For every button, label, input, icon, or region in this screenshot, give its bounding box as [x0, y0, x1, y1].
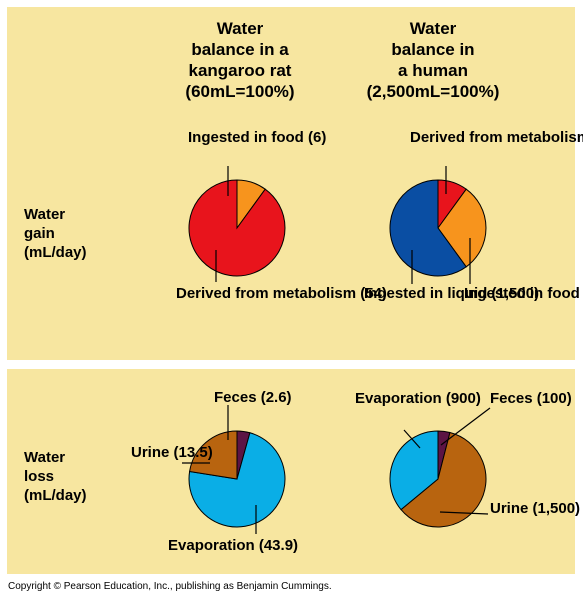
- label-rat-evaporation: Evaporation (43.9): [168, 537, 299, 554]
- human-loss-leader-line-1: [439, 511, 489, 515]
- label-human-food: Ingested in food (750): [464, 285, 580, 302]
- label-rat-food: Ingested in food (6): [188, 129, 327, 146]
- label-rat-urine: Urine (13.5): [131, 444, 213, 461]
- rat-loss-slice-1: [188, 432, 286, 528]
- human-loss-leader-line-0: [440, 407, 491, 446]
- water-gain-panel: [7, 7, 575, 360]
- row-label-water-gain: Water gain (mL/day): [24, 206, 87, 261]
- human-gain-slice-1: [437, 188, 487, 268]
- heading-human: Water balance in a human (2,500mL=100%): [366, 19, 500, 101]
- label-human-feces: Feces (100): [490, 390, 572, 407]
- human-loss-slice-1: [400, 431, 487, 528]
- label-rat-feces: Feces (2.6): [214, 389, 292, 406]
- label-human-urine: Urine (1,500): [490, 500, 581, 517]
- human-gain-slice-2: [389, 179, 467, 277]
- rat-gain-slice-1: [188, 179, 286, 277]
- human-loss-slice-2: [389, 430, 439, 511]
- heading-kangaroo-rat: Water balance in a kangaroo rat (60mL=10…: [185, 19, 295, 101]
- human-loss-leader-line-2: [403, 429, 421, 449]
- label-rat-metabolism: Derived from metabolism (54): [176, 285, 387, 302]
- row-label-water-loss: Water loss (mL/day): [24, 449, 87, 504]
- label-human-metabolism: Derived from metabolism (250): [410, 129, 583, 146]
- label-human-evaporation: Evaporation (900): [355, 390, 481, 407]
- copyright-text: Copyright © Pearson Education, Inc., pub…: [8, 581, 332, 592]
- label-human-liquid: Ingested in liquid (1,500): [364, 285, 540, 302]
- rat-loss-slice-2: [189, 430, 238, 480]
